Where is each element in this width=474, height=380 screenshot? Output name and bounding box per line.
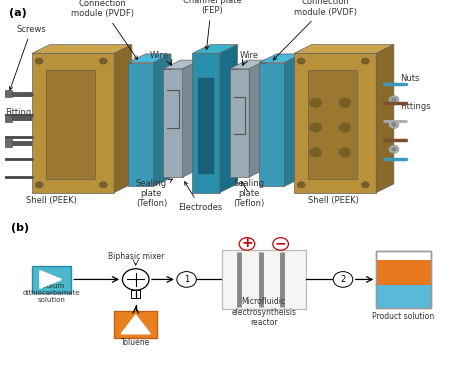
- Polygon shape: [229, 69, 249, 177]
- Text: Sealing
plate
(Teflon): Sealing plate (Teflon): [136, 179, 172, 209]
- Text: Shell (PEEK): Shell (PEEK): [26, 196, 77, 205]
- Circle shape: [339, 148, 351, 157]
- Polygon shape: [121, 315, 150, 334]
- Polygon shape: [294, 44, 394, 53]
- Text: Wire: Wire: [150, 51, 169, 60]
- Polygon shape: [294, 53, 376, 193]
- Polygon shape: [32, 44, 132, 53]
- Circle shape: [100, 182, 107, 188]
- Circle shape: [339, 98, 351, 108]
- Circle shape: [392, 123, 396, 126]
- Circle shape: [389, 120, 399, 128]
- Text: Fittings: Fittings: [400, 102, 430, 111]
- Bar: [4, 139, 12, 147]
- Bar: [4, 115, 12, 122]
- Bar: [222, 250, 306, 309]
- Circle shape: [100, 58, 107, 64]
- Circle shape: [310, 148, 321, 157]
- Circle shape: [35, 58, 43, 64]
- Circle shape: [177, 272, 196, 287]
- Text: Wire: Wire: [239, 51, 259, 60]
- Polygon shape: [192, 44, 237, 53]
- Polygon shape: [163, 60, 200, 69]
- Bar: [114, 311, 157, 337]
- Circle shape: [392, 98, 396, 101]
- Polygon shape: [308, 70, 356, 179]
- Text: +: +: [241, 236, 253, 250]
- Circle shape: [361, 182, 369, 188]
- Circle shape: [361, 58, 369, 64]
- Text: Biphasic mixer: Biphasic mixer: [108, 252, 164, 261]
- Bar: [4, 90, 12, 97]
- Text: Connection
module (PVDF): Connection module (PVDF): [273, 0, 357, 60]
- Text: Product solution: Product solution: [373, 312, 435, 321]
- Polygon shape: [259, 54, 302, 63]
- Polygon shape: [46, 70, 95, 179]
- Text: (a): (a): [9, 8, 27, 19]
- Polygon shape: [114, 44, 132, 193]
- Bar: [376, 251, 431, 308]
- Polygon shape: [192, 53, 220, 193]
- Bar: [32, 266, 71, 293]
- Text: Sealing
plate
(Teflon): Sealing plate (Teflon): [234, 179, 265, 209]
- Polygon shape: [182, 60, 200, 177]
- Circle shape: [122, 269, 149, 290]
- Circle shape: [297, 182, 305, 188]
- Bar: [376, 251, 431, 308]
- Polygon shape: [220, 44, 237, 193]
- Polygon shape: [40, 271, 62, 288]
- Polygon shape: [198, 78, 214, 174]
- Bar: [131, 290, 140, 298]
- Polygon shape: [249, 60, 267, 177]
- Text: Microfluidic
electrosyntheisis
reactor: Microfluidic electrosyntheisis reactor: [231, 297, 296, 327]
- Circle shape: [310, 123, 321, 132]
- Polygon shape: [259, 63, 284, 186]
- Text: Electrodes: Electrodes: [178, 182, 222, 212]
- Text: Connection
module (PVDF): Connection module (PVDF): [71, 0, 137, 60]
- Polygon shape: [153, 54, 171, 186]
- Polygon shape: [284, 54, 302, 186]
- Text: (b): (b): [10, 223, 29, 233]
- Text: 1: 1: [184, 275, 189, 284]
- Polygon shape: [163, 69, 182, 177]
- Circle shape: [389, 145, 399, 153]
- Circle shape: [339, 123, 351, 132]
- Bar: [376, 260, 431, 285]
- Text: Sodium
dithiocarbamate
solution: Sodium dithiocarbamate solution: [23, 283, 81, 303]
- Text: Reaction
Channel plate
(FEP): Reaction Channel plate (FEP): [182, 0, 241, 50]
- Circle shape: [392, 147, 396, 151]
- Polygon shape: [229, 60, 267, 69]
- Text: Nuts: Nuts: [400, 74, 419, 83]
- Polygon shape: [128, 63, 153, 186]
- Circle shape: [389, 96, 399, 104]
- Polygon shape: [32, 53, 114, 193]
- Text: Shell (PEEK): Shell (PEEK): [308, 196, 359, 205]
- Bar: [376, 285, 431, 308]
- Circle shape: [333, 272, 353, 287]
- Circle shape: [310, 98, 321, 108]
- Circle shape: [297, 58, 305, 64]
- Text: Toluene: Toluene: [121, 339, 150, 347]
- Polygon shape: [376, 44, 394, 193]
- Polygon shape: [128, 54, 171, 63]
- Circle shape: [35, 182, 43, 188]
- Text: Fitting: Fitting: [5, 108, 31, 117]
- Text: 2: 2: [340, 275, 346, 284]
- Text: Screws: Screws: [9, 25, 46, 90]
- Text: −: −: [275, 236, 286, 250]
